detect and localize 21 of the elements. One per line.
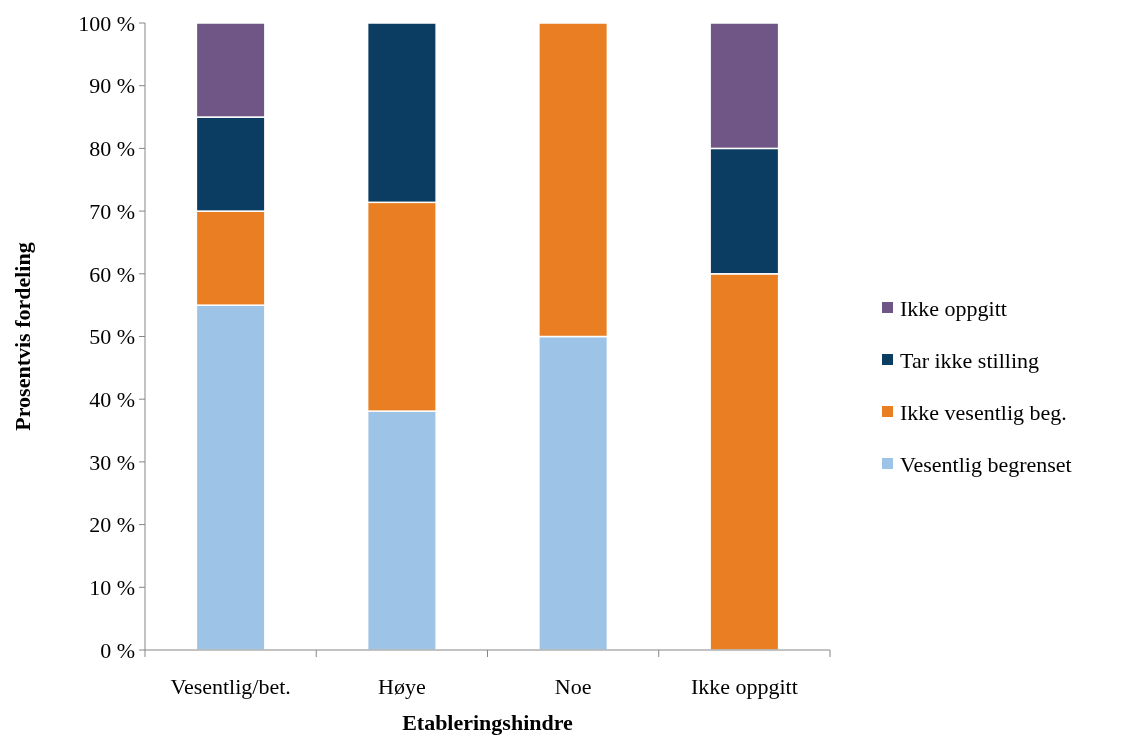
y-tick-label: 0 % bbox=[100, 637, 135, 663]
legend-label: Ikke vesentlig beg. bbox=[900, 399, 1067, 425]
x-tick-label: Noe bbox=[554, 674, 592, 699]
y-tick-label: 10 % bbox=[89, 575, 135, 600]
legend-label: Ikke oppgitt bbox=[900, 295, 1007, 321]
x-axis-title: Etableringshindre bbox=[402, 710, 574, 735]
legend-label: Tar ikke stilling bbox=[900, 347, 1039, 373]
x-tick-label: Vesentlig/bet. bbox=[170, 674, 291, 699]
y-tick-label: 60 % bbox=[89, 261, 135, 287]
x-tick-label: Ikke oppgitt bbox=[690, 674, 798, 699]
y-tick-label: 80 % bbox=[89, 136, 135, 162]
y-tick-label: 30 % bbox=[89, 449, 135, 475]
legend-label: Vesentlig begrenset bbox=[900, 451, 1072, 477]
y-axis-title: Prosentvis fordeling bbox=[10, 242, 35, 431]
x-tick-label: Høye bbox=[378, 674, 426, 699]
y-tick-label: 20 % bbox=[89, 512, 135, 538]
y-tick-label: 90 % bbox=[89, 73, 135, 99]
y-tick-label: 40 % bbox=[89, 386, 135, 412]
y-tick-label: 100 % bbox=[78, 10, 135, 36]
y-tick-label: 50 % bbox=[89, 324, 135, 350]
y-tick-label: 70 % bbox=[89, 198, 135, 224]
